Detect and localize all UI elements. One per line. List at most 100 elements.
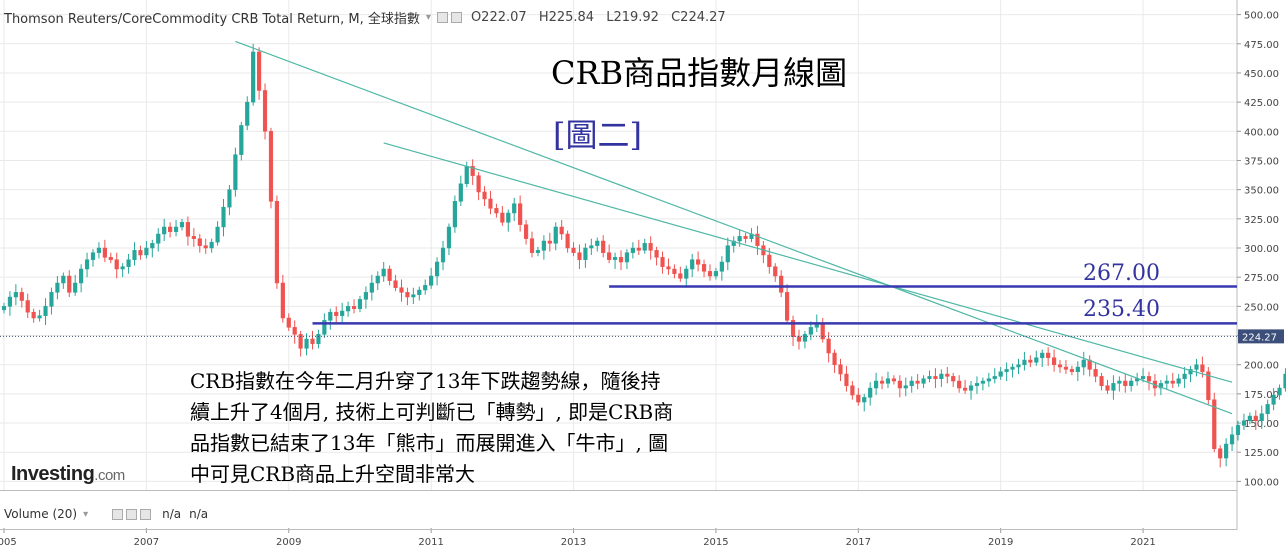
candle-down (636, 247, 641, 251)
candle-up (630, 247, 635, 253)
volume-value-1: n/a (162, 507, 182, 521)
symbol-name[interactable]: Thomson Reuters/CoreCommodity CRB Total … (4, 12, 420, 27)
candle-up (1140, 376, 1146, 379)
candle-up (1, 306, 7, 311)
candle-down (108, 257, 113, 260)
candle-up (713, 271, 719, 277)
chart-subtitle: [圖二] (553, 116, 642, 154)
y-tick-label: 475.00 (1244, 40, 1279, 51)
y-tick-label: 175.00 (1244, 390, 1279, 401)
candle-up (1224, 443, 1229, 459)
candle-down (470, 166, 475, 176)
candle-up (375, 275, 380, 284)
close-icon[interactable] (450, 12, 462, 23)
ohlc-values: O222.07 H225.84 L219.92 C224.27 (471, 10, 734, 25)
volume-header: Volume (20) ▾ n/a n/a (4, 507, 208, 521)
candle-down (856, 394, 861, 403)
chevron-down-icon[interactable]: ▾ (83, 508, 89, 520)
open-value: O222.07 (470, 10, 527, 25)
y-tick-label: 450.00 (1244, 69, 1279, 80)
candle-up (968, 385, 974, 391)
x-tick-label: 2017 (846, 537, 871, 548)
candle-down (203, 245, 208, 249)
candle-down (405, 292, 410, 298)
hide-icon[interactable] (126, 508, 138, 520)
candle-up (73, 282, 78, 293)
candle-up (239, 125, 244, 155)
settings-icon[interactable] (436, 12, 448, 23)
candle-up (1182, 373, 1187, 379)
x-tick-label: 2013 (561, 537, 586, 548)
candle-down (488, 198, 493, 209)
candle-up (1283, 373, 1286, 389)
candle-down (191, 236, 196, 239)
candle-up (369, 282, 374, 293)
annotation-line: 品指數已結束了13年「熊市」而展開進入「牛市」, 圖 (190, 431, 669, 455)
candle-up (162, 226, 167, 235)
candle-down (796, 336, 802, 342)
x-tick-label: 2019 (988, 537, 1013, 548)
candle-down (1046, 352, 1051, 358)
candle-up (328, 311, 333, 321)
settings-icon[interactable] (112, 508, 124, 520)
candle-down (334, 311, 339, 316)
candle-down (844, 373, 849, 386)
candle-up (209, 241, 214, 249)
low-value: L219.92 (606, 10, 659, 25)
logo-suffix: .com (94, 467, 125, 484)
candle-down (773, 266, 778, 277)
candle-up (464, 166, 469, 185)
chevron-down-icon[interactable]: ▾ (425, 12, 431, 23)
candle-up (144, 247, 149, 256)
candle-up (1004, 369, 1009, 372)
candle-down (779, 275, 784, 293)
candle-down (879, 380, 885, 384)
candle-up (1271, 394, 1276, 405)
candle-down (832, 352, 837, 365)
candle-down (654, 250, 659, 258)
candle-down (577, 252, 582, 260)
candle-down (790, 320, 796, 337)
candle-up (927, 376, 932, 379)
y-tick-label: 350.00 (1244, 186, 1279, 197)
candle-down (891, 378, 896, 382)
candle-down (476, 175, 481, 193)
candle-up (885, 378, 891, 384)
annotation-line: 續上升了4個月, 技術上可判斷已「轉勢」, 即是CRB商 (190, 400, 674, 424)
x-tick-label: 2009 (276, 537, 301, 548)
candle-up (868, 387, 873, 398)
candle-up (79, 268, 84, 284)
candle-up (1040, 352, 1045, 358)
y-tick-label: 100.00 (1244, 477, 1279, 488)
candle-down (268, 131, 274, 202)
candle-down (701, 264, 707, 272)
volume-label[interactable]: Volume (20) (4, 507, 78, 521)
candle-up (719, 261, 724, 272)
annotation-text: CRB指數在今年二月升穿了13年下跌趨勢線，隨後持 續上升了4個月, 技術上可判… (190, 366, 790, 490)
candle-up (939, 373, 944, 379)
close-icon[interactable] (140, 508, 152, 520)
candle-up (808, 327, 813, 335)
candle-up (322, 320, 327, 335)
candle-down (31, 311, 36, 319)
candle-up (1158, 383, 1163, 389)
candle-up (1241, 420, 1247, 426)
candle-down (707, 271, 713, 277)
candle-down (963, 387, 968, 391)
candle-down (601, 240, 606, 253)
candle-up (381, 268, 386, 277)
candle-up (446, 226, 452, 249)
candle-up (986, 378, 991, 382)
candle-up (55, 282, 60, 293)
candle-up (583, 247, 588, 260)
candle-down (897, 380, 902, 389)
candle-down (185, 222, 191, 237)
candle-up (1117, 380, 1122, 384)
candle-up (1111, 383, 1116, 391)
candle-down (1218, 448, 1223, 459)
candle-down (1028, 359, 1033, 363)
candle-up (132, 250, 137, 260)
candle-up (862, 397, 867, 403)
candle-up (1188, 369, 1193, 375)
candle-up (992, 376, 997, 379)
